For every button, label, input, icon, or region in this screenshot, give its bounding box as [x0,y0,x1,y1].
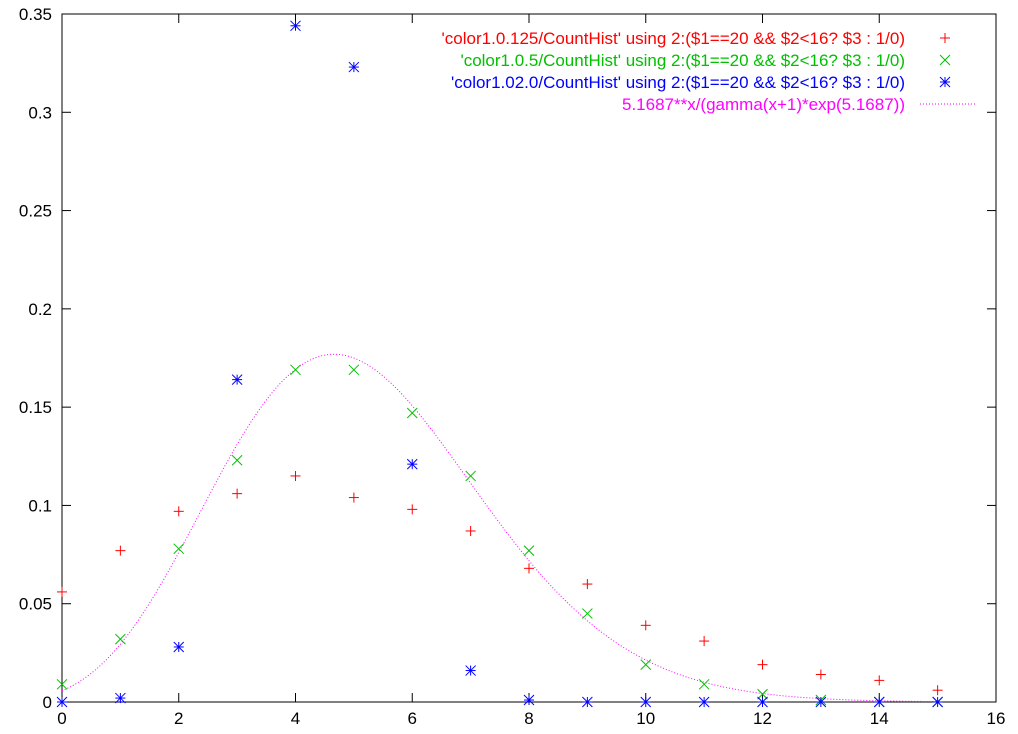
data-point-series-2 [757,688,768,700]
data-point-series-1 [874,675,885,686]
legend-label-4: 5.1687**x/(gamma(x+1)*exp(5.1687)) [622,95,905,114]
y-tick-label: 0.15 [19,398,52,417]
x-tick-label: 4 [291,709,300,728]
data-point-series-2 [465,470,476,482]
y-tick-label: 0.05 [19,595,52,614]
data-point-series-3 [815,696,827,708]
data-point-series-1 [582,579,593,590]
data-point-series-2 [523,545,535,556]
data-point-series-2 [56,678,68,690]
data-point-series-1 [640,620,651,631]
data-point-series-3 [757,696,768,708]
series-curve-poisson [61,353,940,703]
data-point-series-2 [290,364,301,376]
data-point-series-3 [56,696,68,708]
data-point-series-1 [115,545,126,556]
data-point-series-1 [407,504,418,515]
data-point-series-1 [232,488,243,499]
data-point-series-2 [231,454,243,466]
data-point-series-1 [173,506,184,517]
data-point-series-3 [640,696,652,708]
x-tick-label: 8 [524,709,533,728]
data-point-series-1 [57,586,67,597]
data-point-series-2 [582,608,593,619]
legend-label-1: 'color1.0.125/CountHist' using 2:($1==20… [442,29,905,48]
legend: 'color1.0.125/CountHist' using 2:($1==20… [442,29,975,114]
curve-layer [61,353,940,703]
x-tick-label: 16 [987,709,1006,728]
data-point-series-3 [406,458,418,470]
data-point-series-3 [348,61,360,73]
data-point-series-2 [406,407,418,419]
data-point-series-2 [640,659,652,671]
x-tick-label: 14 [870,709,889,728]
legend-swatch-2 [939,54,951,66]
axis-ticks [61,13,997,703]
y-tick-label: 0.2 [28,300,52,319]
data-point-series-1 [465,525,476,536]
y-tick-label: 0 [43,693,52,712]
x-tick-label: 10 [636,709,655,728]
tick-labels: 0 2 4 6 8 10 12 14 16 0 0.05 0.1 0.15 0.2 0.25 0.3 0.35 [19,5,1006,728]
points-layer [56,20,943,708]
legend-label-3: 'color1.02.0/CountHist' using 2:($1==20 … [451,73,905,92]
data-point-series-2 [348,364,360,376]
legend-label-2: 'color1.0.5/CountHist' using 2:($1==20 &… [460,51,905,70]
data-point-series-3 [115,692,126,704]
y-tick-label: 0.1 [28,496,52,515]
data-point-series-1 [524,563,534,574]
data-point-series-1 [932,685,943,696]
y-tick-label: 0.3 [28,103,52,122]
x-tick-label: 6 [408,709,417,728]
data-point-series-1 [757,659,768,670]
data-point-series-2 [173,543,185,555]
y-tick-label: 0.25 [19,202,52,221]
x-tick-label: 2 [174,709,183,728]
data-point-series-2 [698,678,710,690]
data-point-series-1 [699,636,710,647]
data-point-series-3 [290,20,301,32]
data-point-series-3 [173,641,185,653]
data-point-series-3 [698,696,710,708]
legend-swatch-1 [940,33,950,43]
data-point-series-3 [932,696,943,708]
data-point-series-3 [582,696,593,708]
data-point-series-1 [290,470,301,481]
x-tick-label: 0 [57,709,66,728]
data-point-series-3 [873,696,885,708]
legend-swatch-3 [939,76,951,88]
plot-frame [61,13,997,703]
data-point-series-3 [465,665,476,676]
data-point-series-2 [115,633,126,645]
y-tick-label: 0.35 [19,5,52,24]
data-point-series-3 [231,374,243,385]
data-point-series-1 [815,669,826,680]
data-point-series-1 [348,492,359,503]
data-point-series-3 [523,694,535,706]
x-tick-label: 12 [753,709,772,728]
